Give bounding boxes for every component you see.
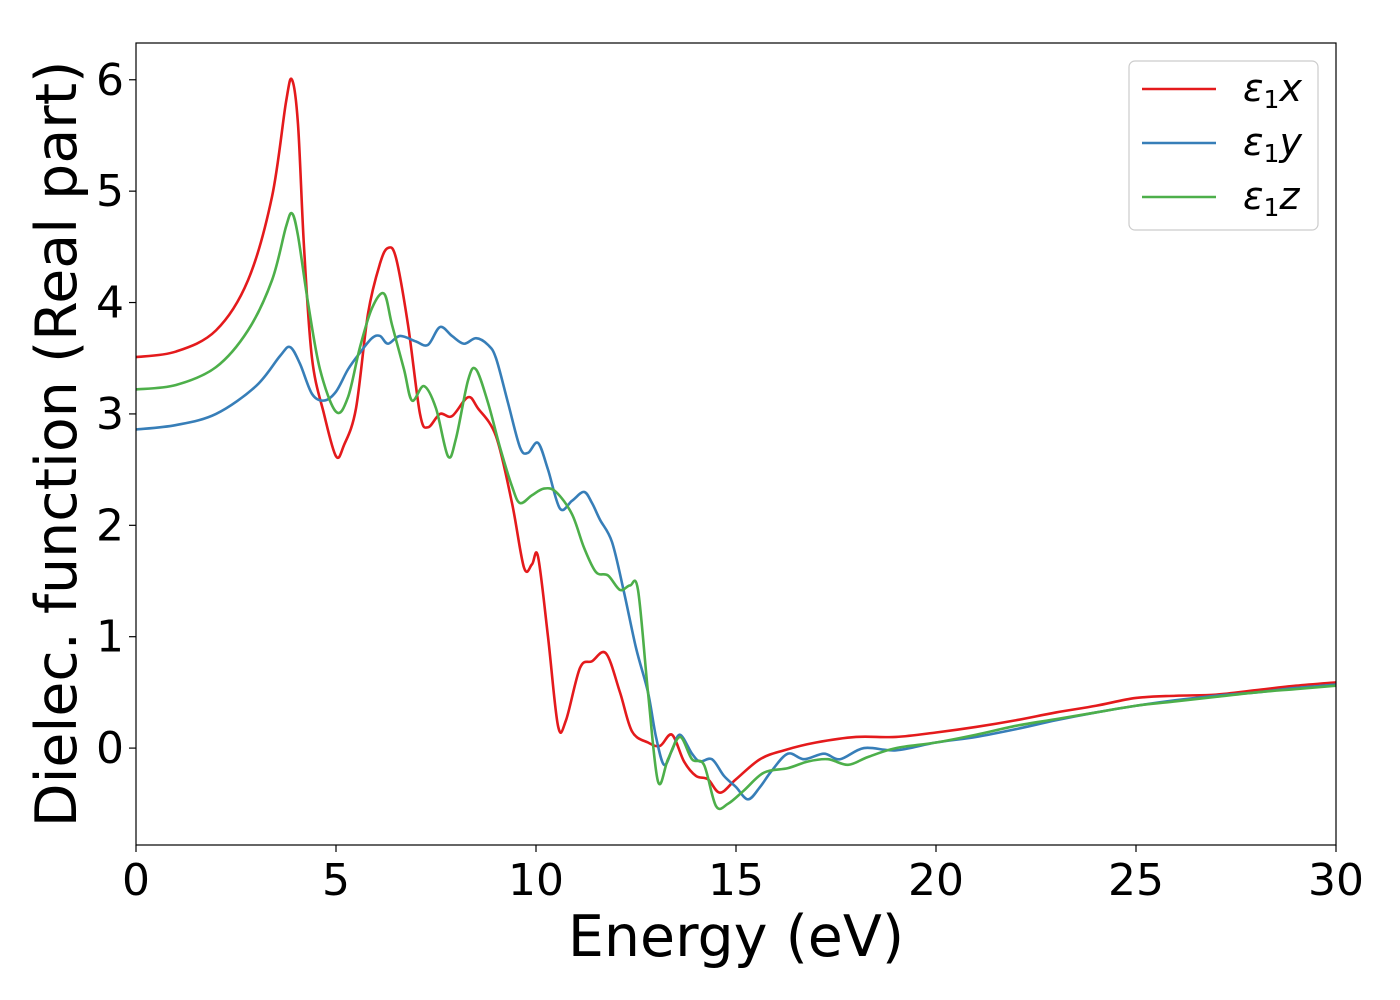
series-line-z <box>135 211 1337 811</box>
series-line-x <box>135 77 1337 794</box>
x-axis: 0 5 10 15 20 25 30 <box>122 845 1364 906</box>
y-tick-label: 6 <box>96 55 124 106</box>
y-tick-label: 4 <box>96 278 124 329</box>
y-tick-label: 1 <box>96 612 124 663</box>
series-line-y <box>135 325 1337 801</box>
x-tick-label: 5 <box>322 855 350 906</box>
legend-label-z: ε1z <box>1243 174 1300 222</box>
y-axis: 0 1 2 3 4 5 6 <box>96 55 136 774</box>
x-tick-label: 25 <box>1108 855 1164 906</box>
x-tick-label: 0 <box>122 855 150 906</box>
y-tick-label: 3 <box>96 389 124 440</box>
x-tick-label: 20 <box>908 855 964 906</box>
x-axis-title: Energy (eV) <box>568 904 904 970</box>
x-tick-label: 10 <box>508 855 564 906</box>
series-layer <box>135 77 1337 811</box>
y-tick-label: 2 <box>96 500 124 551</box>
x-tick-label: 30 <box>1308 855 1364 906</box>
legend: ε1x ε1y ε1z <box>1128 60 1319 231</box>
y-tick-label: 5 <box>96 166 124 217</box>
x-tick-label: 15 <box>708 855 764 906</box>
legend-box <box>1128 60 1319 231</box>
y-axis-title: Dielec. function (Real part) <box>24 61 90 828</box>
legend-label-x: ε1x <box>1243 66 1302 114</box>
y-tick-label: 0 <box>96 723 124 774</box>
legend-label-y: ε1y <box>1243 120 1302 168</box>
